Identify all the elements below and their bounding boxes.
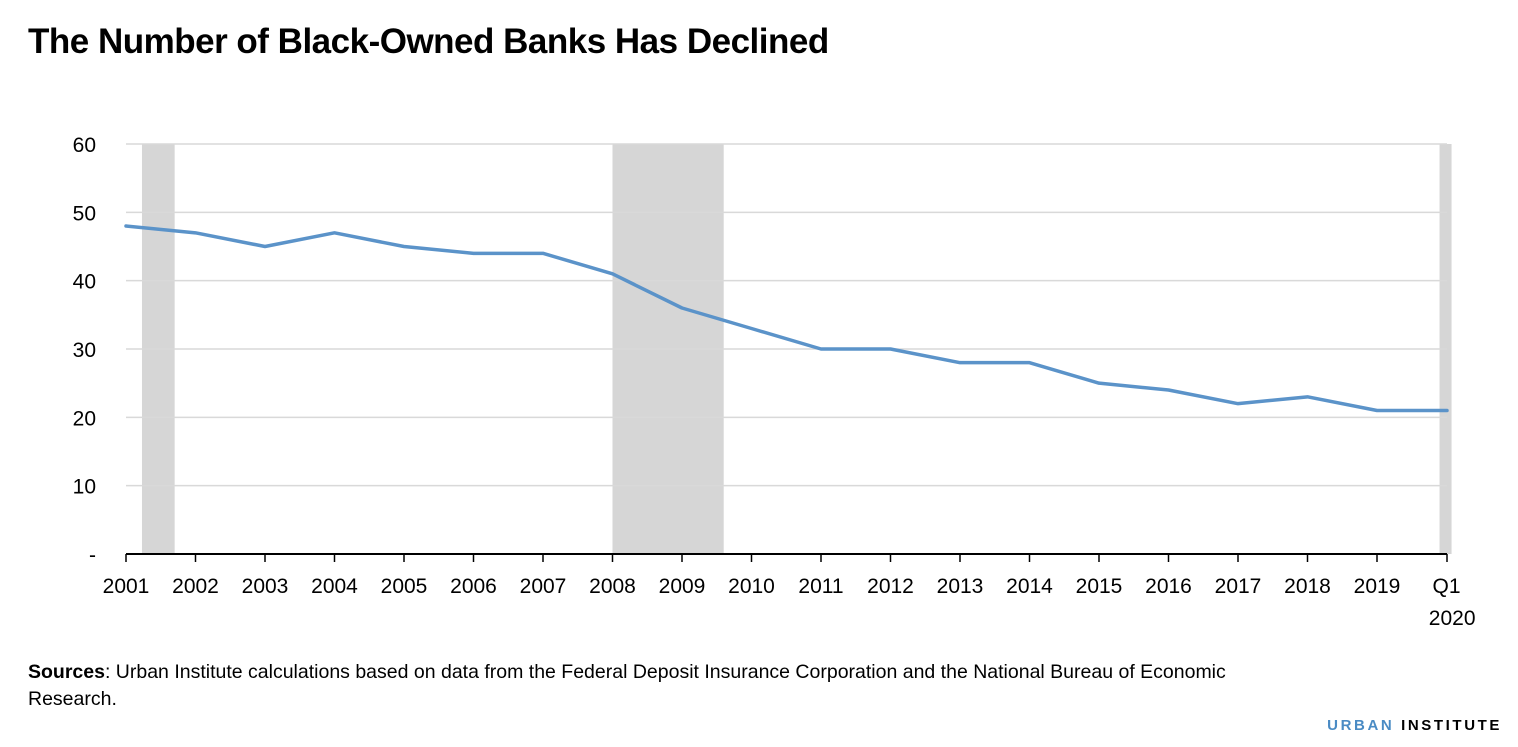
- logo-urban: URBAN: [1327, 717, 1395, 734]
- y-tick-label: 10: [73, 476, 96, 499]
- chart-title: The Number of Black-Owned Banks Has Decl…: [28, 22, 829, 61]
- x-tick-label: 2016: [1145, 575, 1192, 598]
- series-line-0: [124, 224, 1449, 413]
- y-tick-label: 20: [73, 407, 96, 430]
- y-axis-tick-labels: - 10 20 30 40 50 60: [73, 134, 96, 567]
- x-tick-label: 2004: [311, 575, 358, 598]
- x-tick-label: 2010: [728, 575, 775, 598]
- x-tick-label: 2019: [1354, 575, 1401, 598]
- x-tick-label: 2013: [937, 575, 984, 598]
- x-tick-label: 2006: [450, 575, 497, 598]
- y-tick-label: -: [89, 544, 96, 567]
- x-tick-label: 2005: [381, 575, 428, 598]
- x-tick-label: 2002: [172, 575, 219, 598]
- x-tick-label: 2009: [659, 575, 706, 598]
- logo-institute: INSTITUTE: [1401, 717, 1502, 734]
- source-text: : Urban Institute calculations based on …: [28, 661, 1226, 710]
- source-label: Sources: [28, 661, 105, 683]
- x-tick-label: 2020: [1429, 607, 1476, 630]
- x-tick-label: Q1: [1432, 575, 1460, 598]
- y-tick-label: 50: [73, 202, 96, 225]
- data-series: [124, 224, 1449, 413]
- y-tick-label: 60: [73, 134, 96, 157]
- source-note: Sources: Urban Institute calculations ba…: [28, 659, 1228, 713]
- x-tick-label: 2001: [103, 575, 150, 598]
- x-tick-label: 2018: [1284, 575, 1331, 598]
- x-tick-label: 2008: [589, 575, 636, 598]
- x-tick-label: 2014: [1006, 575, 1053, 598]
- x-tick-label: 2015: [1076, 575, 1123, 598]
- x-axis-tick-labels: 2001 2002 2003 2004 2005 2006 2007 2008 2009 2010…: [103, 575, 1476, 630]
- gridlines: [126, 143, 1447, 487]
- x-tick-label: 2003: [242, 575, 289, 598]
- x-tick-label: 2012: [867, 575, 914, 598]
- x-tick-label: 2011: [798, 575, 843, 598]
- x-tick-label: 2017: [1215, 575, 1262, 598]
- x-axis: [125, 553, 1448, 562]
- y-tick-label: 40: [73, 271, 96, 294]
- x-tick-label: 2007: [520, 575, 567, 598]
- y-tick-label: 30: [73, 339, 96, 362]
- urban-institute-logo: URBAN INSTITUTE: [1327, 717, 1502, 734]
